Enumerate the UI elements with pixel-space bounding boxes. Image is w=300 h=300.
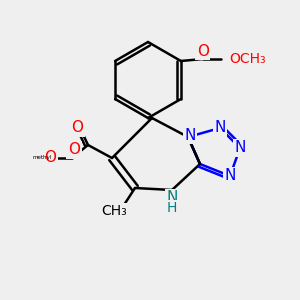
Text: N: N: [166, 190, 178, 206]
Text: N: N: [234, 140, 246, 155]
Text: N: N: [214, 121, 226, 136]
Text: O: O: [71, 121, 83, 136]
Text: O: O: [197, 44, 209, 59]
Text: methyl: methyl: [32, 155, 52, 160]
Text: CH₃: CH₃: [101, 204, 127, 218]
Text: O: O: [68, 142, 80, 158]
Text: OCH₃: OCH₃: [229, 52, 266, 66]
Text: N: N: [184, 128, 196, 142]
Text: N: N: [224, 169, 236, 184]
Text: H: H: [167, 201, 177, 215]
Text: O: O: [44, 151, 56, 166]
